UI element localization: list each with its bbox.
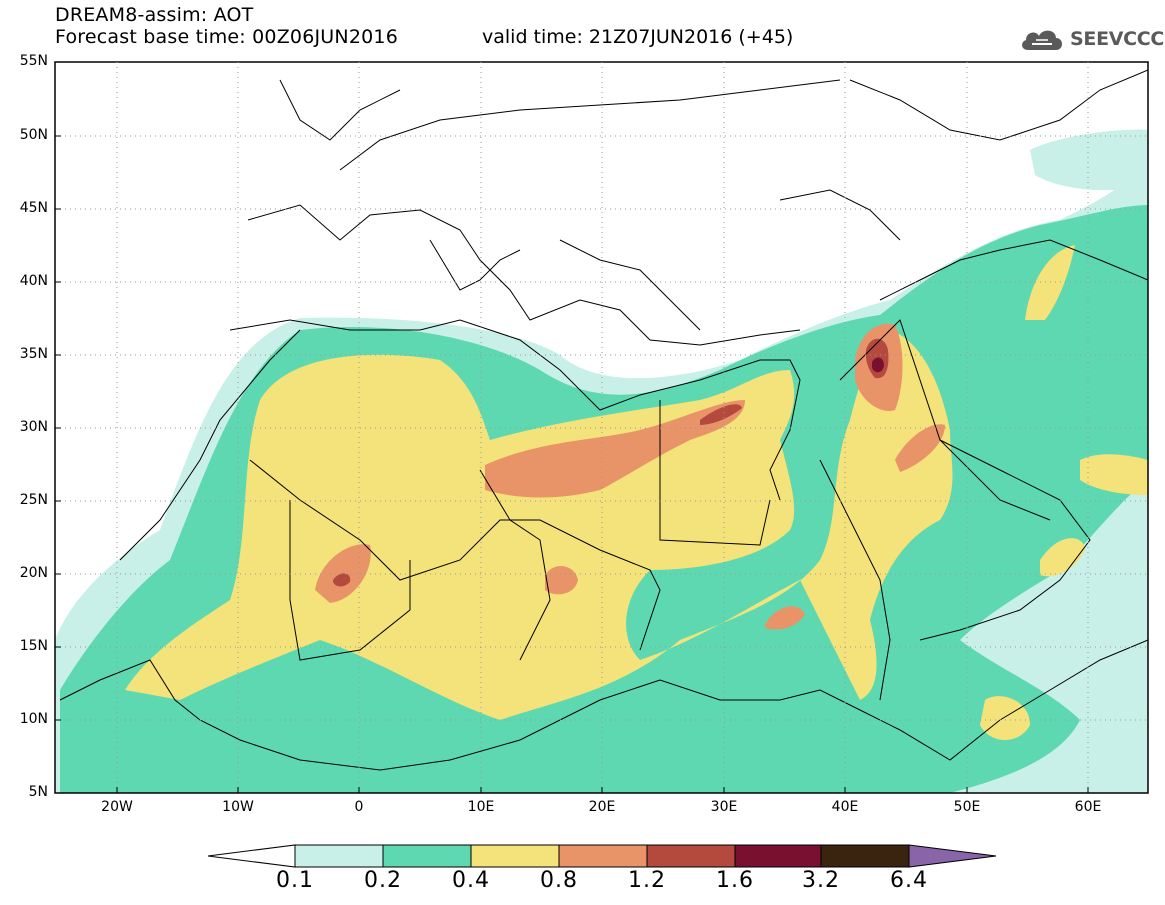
aot-field-0-8	[485, 400, 745, 498]
seevccc-logo: SEEVCCC	[1018, 22, 1164, 56]
cloud-icon	[1022, 30, 1062, 50]
lon-label: 10W	[222, 799, 254, 815]
axis-ticks	[55, 61, 1089, 793]
colorbar-bin-1-2	[646, 844, 736, 868]
lat-label: 40N	[19, 273, 48, 289]
aot-field-1-6-iraq	[872, 357, 884, 373]
lat-label: 50N	[19, 127, 48, 143]
colorbar-label: 1.6	[716, 868, 754, 893]
colorbar-label: 0.4	[452, 868, 490, 893]
colorbar-label: 0.1	[276, 868, 314, 893]
colorbar-bin-0-1	[294, 844, 384, 868]
lat-label: 45N	[19, 200, 48, 216]
lon-label: 30E	[710, 799, 738, 815]
lat-label: 55N	[19, 53, 48, 69]
lat-label: 35N	[19, 346, 48, 362]
colorbar-bin-0-2	[382, 844, 472, 868]
colorbar-over-triangle	[908, 844, 997, 868]
lon-label: 60E	[1074, 799, 1102, 815]
aot-field-0-4-arabia	[1040, 538, 1085, 577]
colorbar-label: 0.8	[540, 868, 578, 893]
aot-field-0-4-gulf	[1080, 454, 1148, 495]
colorbar-bin-0-8	[558, 844, 648, 868]
aot-field-1-2	[700, 404, 742, 425]
aot-field	[55, 129, 1148, 793]
lat-label: 20N	[19, 565, 48, 581]
colorbar-under-triangle	[207, 844, 296, 868]
colorbar-label: 6.4	[890, 868, 928, 893]
aot-field-0-4-somalia	[980, 696, 1030, 740]
lat-label: 30N	[19, 419, 48, 435]
aot-field-0-8-kuwait	[895, 424, 945, 472]
colorbar-label: 1.2	[628, 868, 666, 893]
lat-label: 15N	[19, 638, 48, 654]
colorbar-bin-0-4	[470, 844, 560, 868]
map-title: DREAM8-assim: AOT	[55, 4, 254, 26]
lon-label: 50E	[953, 799, 981, 815]
colorbar-bin-1-6	[734, 844, 822, 868]
lon-label: 20W	[101, 799, 133, 815]
aot-field-0-1-cap	[1030, 129, 1148, 191]
colorbar-label: 0.2	[364, 868, 402, 893]
lon-label: 40E	[831, 799, 859, 815]
aot-field-0-8-sudan	[765, 606, 805, 630]
colorbar	[207, 844, 997, 868]
graticule	[55, 62, 1148, 793]
colorbar-bin-3-2	[820, 844, 910, 868]
aot-field-1-2-mali	[333, 573, 351, 587]
logo-text: SEEVCCC	[1070, 28, 1165, 50]
valid-time: valid time: 21Z07JUN2016 (+45)	[482, 26, 794, 48]
lon-label: 10E	[467, 799, 495, 815]
aot-field-0-8-chad	[545, 565, 578, 595]
forecast-base-time: Forecast base time: 00Z06JUN2016	[55, 26, 398, 48]
colorbar-label: 3.2	[802, 868, 840, 893]
lat-label: 25N	[19, 492, 48, 508]
lon-label: 0	[354, 799, 364, 815]
lon-label: 20E	[588, 799, 616, 815]
lat-label: 5N	[28, 784, 48, 800]
country-borders	[59, 69, 1148, 771]
lat-label: 10N	[19, 711, 48, 727]
